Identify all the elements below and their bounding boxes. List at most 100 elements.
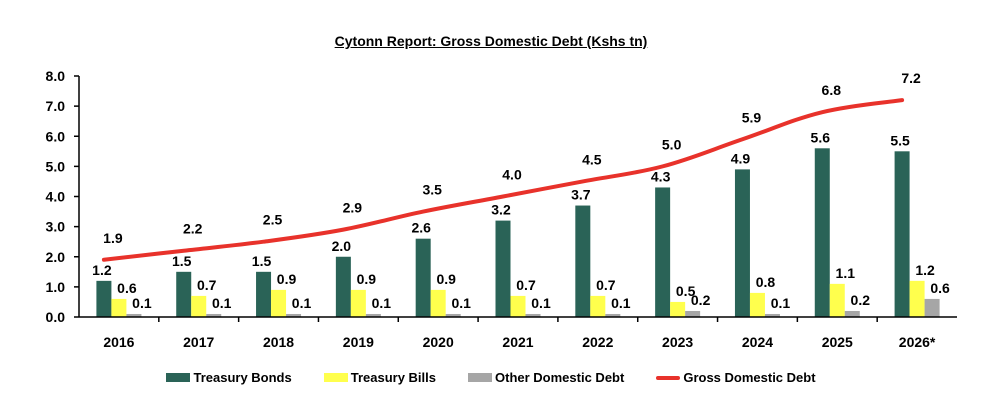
data-label-treasury-bills: 1.2 [915, 262, 935, 278]
data-label-other-domestic-debt: 0.1 [292, 295, 312, 311]
data-label-gross-domestic-debt: 2.9 [343, 200, 363, 216]
bar-treasury-bonds [96, 280, 112, 317]
data-label-gross-domestic-debt: 4.0 [502, 167, 522, 183]
bar-other-domestic-debt [286, 313, 302, 317]
data-label-treasury-bonds: 4.3 [651, 168, 671, 184]
data-label-treasury-bills: 0.7 [516, 277, 536, 293]
data-label-treasury-bonds: 4.9 [731, 150, 751, 166]
bar-treasury-bills [670, 301, 686, 317]
y-tick-label: 8.0 [46, 68, 66, 84]
legend-swatch-gross-domestic-debt [656, 375, 681, 380]
x-tick-label: 2020 [423, 334, 454, 350]
bar-other-domestic-debt [206, 313, 222, 317]
data-label-other-domestic-debt: 0.1 [212, 295, 232, 311]
bar-treasury-bonds [415, 238, 431, 317]
data-label-other-domestic-debt: 0.1 [611, 295, 631, 311]
data-label-treasury-bonds: 5.6 [811, 129, 831, 145]
bar-other-domestic-debt [844, 310, 860, 317]
data-label-gross-domestic-debt: 6.8 [822, 82, 842, 98]
bar-other-domestic-debt [445, 313, 461, 317]
y-tick-label: 1.0 [46, 279, 66, 295]
data-label-gross-domestic-debt: 5.0 [662, 136, 682, 152]
bar-other-domestic-debt [685, 310, 701, 317]
bar-treasury-bills [191, 295, 207, 317]
data-labels-layer: 1.2 1.5 1.5 2.0 2.6 3.2 3.7 4.3 4.9 5.6 5.5 0.6 0.7 0… [92, 70, 950, 311]
data-label-other-domestic-debt: 0.1 [132, 295, 152, 311]
data-label-gross-domestic-debt: 5.9 [742, 109, 762, 125]
x-tick-label: 2018 [263, 334, 294, 350]
bar-treasury-bills [749, 292, 765, 317]
legend-item-treasury-bills: Treasury Bills [323, 370, 436, 385]
data-label-treasury-bonds: 1.5 [172, 253, 192, 269]
x-tick-label: 2017 [183, 334, 214, 350]
y-tick-label: 0.0 [46, 309, 66, 325]
bar-treasury-bills [430, 289, 446, 317]
data-label-treasury-bonds: 2.6 [411, 220, 431, 236]
bar-treasury-bills [590, 295, 606, 317]
y-tick-label: 6.0 [46, 128, 66, 144]
data-label-other-domestic-debt: 0.1 [451, 295, 471, 311]
data-label-gross-domestic-debt: 4.5 [582, 151, 602, 167]
x-tick-label: 2019 [343, 334, 374, 350]
bar-other-domestic-debt [924, 298, 940, 317]
data-label-treasury-bills: 0.9 [436, 271, 456, 287]
data-label-treasury-bonds: 5.5 [890, 132, 910, 148]
x-tick-label: 2024 [742, 334, 773, 350]
bar-treasury-bonds [575, 205, 591, 317]
chart-title: Cytonn Report: Gross Domestic Debt (Kshs… [334, 33, 648, 49]
data-label-treasury-bills: 0.6 [117, 280, 137, 296]
data-label-other-domestic-debt: 0.1 [771, 295, 791, 311]
y-tick-label: 4.0 [46, 189, 66, 205]
bar-treasury-bills [350, 289, 366, 317]
bar-treasury-bills [271, 289, 287, 317]
axes-layer: 0.0 1.0 2.0 3.0 4.0 5.0 6.0 7.0 8.0 2016 2017 2018 2… [46, 68, 957, 350]
bar-treasury-bills [829, 283, 845, 317]
x-tick-label: 2026* [899, 334, 936, 350]
line-layer [101, 98, 905, 262]
data-label-gross-domestic-debt: 3.5 [422, 182, 442, 198]
bar-treasury-bonds [495, 220, 511, 317]
bar-treasury-bonds [894, 151, 910, 317]
legend-label-other-domestic-debt: Other Domestic Debt [495, 370, 625, 385]
data-label-treasury-bills: 1.1 [836, 265, 856, 281]
y-tick-label: 3.0 [46, 219, 66, 235]
bars-layer [96, 148, 940, 317]
bar-treasury-bills [111, 298, 127, 317]
bar-other-domestic-debt [764, 313, 780, 317]
legend-label-treasury-bonds: Treasury Bonds [193, 370, 292, 385]
bar-other-domestic-debt [126, 313, 142, 317]
bar-treasury-bills [909, 280, 925, 317]
data-label-other-domestic-debt: 0.6 [930, 280, 950, 296]
data-label-treasury-bills: 0.7 [596, 277, 616, 293]
bar-treasury-bonds [655, 187, 671, 317]
bar-treasury-bonds [176, 271, 192, 317]
data-label-treasury-bills: 0.9 [357, 271, 377, 287]
data-label-treasury-bills: 0.5 [676, 283, 696, 299]
legend-swatch-treasury-bonds [166, 373, 191, 382]
legend-swatch-other-domestic-debt [468, 373, 493, 382]
x-tick-label: 2022 [582, 334, 613, 350]
data-label-other-domestic-debt: 0.2 [851, 292, 871, 308]
data-label-other-domestic-debt: 0.2 [691, 292, 711, 308]
bar-treasury-bonds [814, 148, 830, 317]
data-label-gross-domestic-debt: 2.2 [183, 221, 203, 237]
data-label-treasury-bonds: 1.5 [252, 253, 272, 269]
y-tick-label: 5.0 [46, 158, 66, 174]
legend-label-gross-domestic-debt: Gross Domestic Debt [683, 370, 816, 385]
data-label-gross-domestic-debt: 7.2 [901, 70, 921, 86]
data-label-treasury-bonds: 1.2 [92, 262, 112, 278]
data-label-treasury-bills: 0.7 [197, 277, 217, 293]
data-label-treasury-bills: 0.8 [756, 274, 776, 290]
data-label-treasury-bonds: 3.2 [491, 202, 511, 218]
data-label-treasury-bonds: 2.0 [332, 238, 352, 254]
y-tick-label: 7.0 [46, 98, 66, 114]
data-label-gross-domestic-debt: 2.5 [263, 212, 283, 228]
data-label-other-domestic-debt: 0.1 [372, 295, 392, 311]
data-label-treasury-bonds: 3.7 [571, 187, 591, 203]
data-label-other-domestic-debt: 0.1 [531, 295, 551, 311]
bar-treasury-bonds [734, 169, 750, 317]
x-tick-label: 2016 [103, 334, 134, 350]
bar-treasury-bonds [256, 271, 272, 317]
x-tick-label: 2025 [822, 334, 853, 350]
data-label-treasury-bills: 0.9 [277, 271, 297, 287]
